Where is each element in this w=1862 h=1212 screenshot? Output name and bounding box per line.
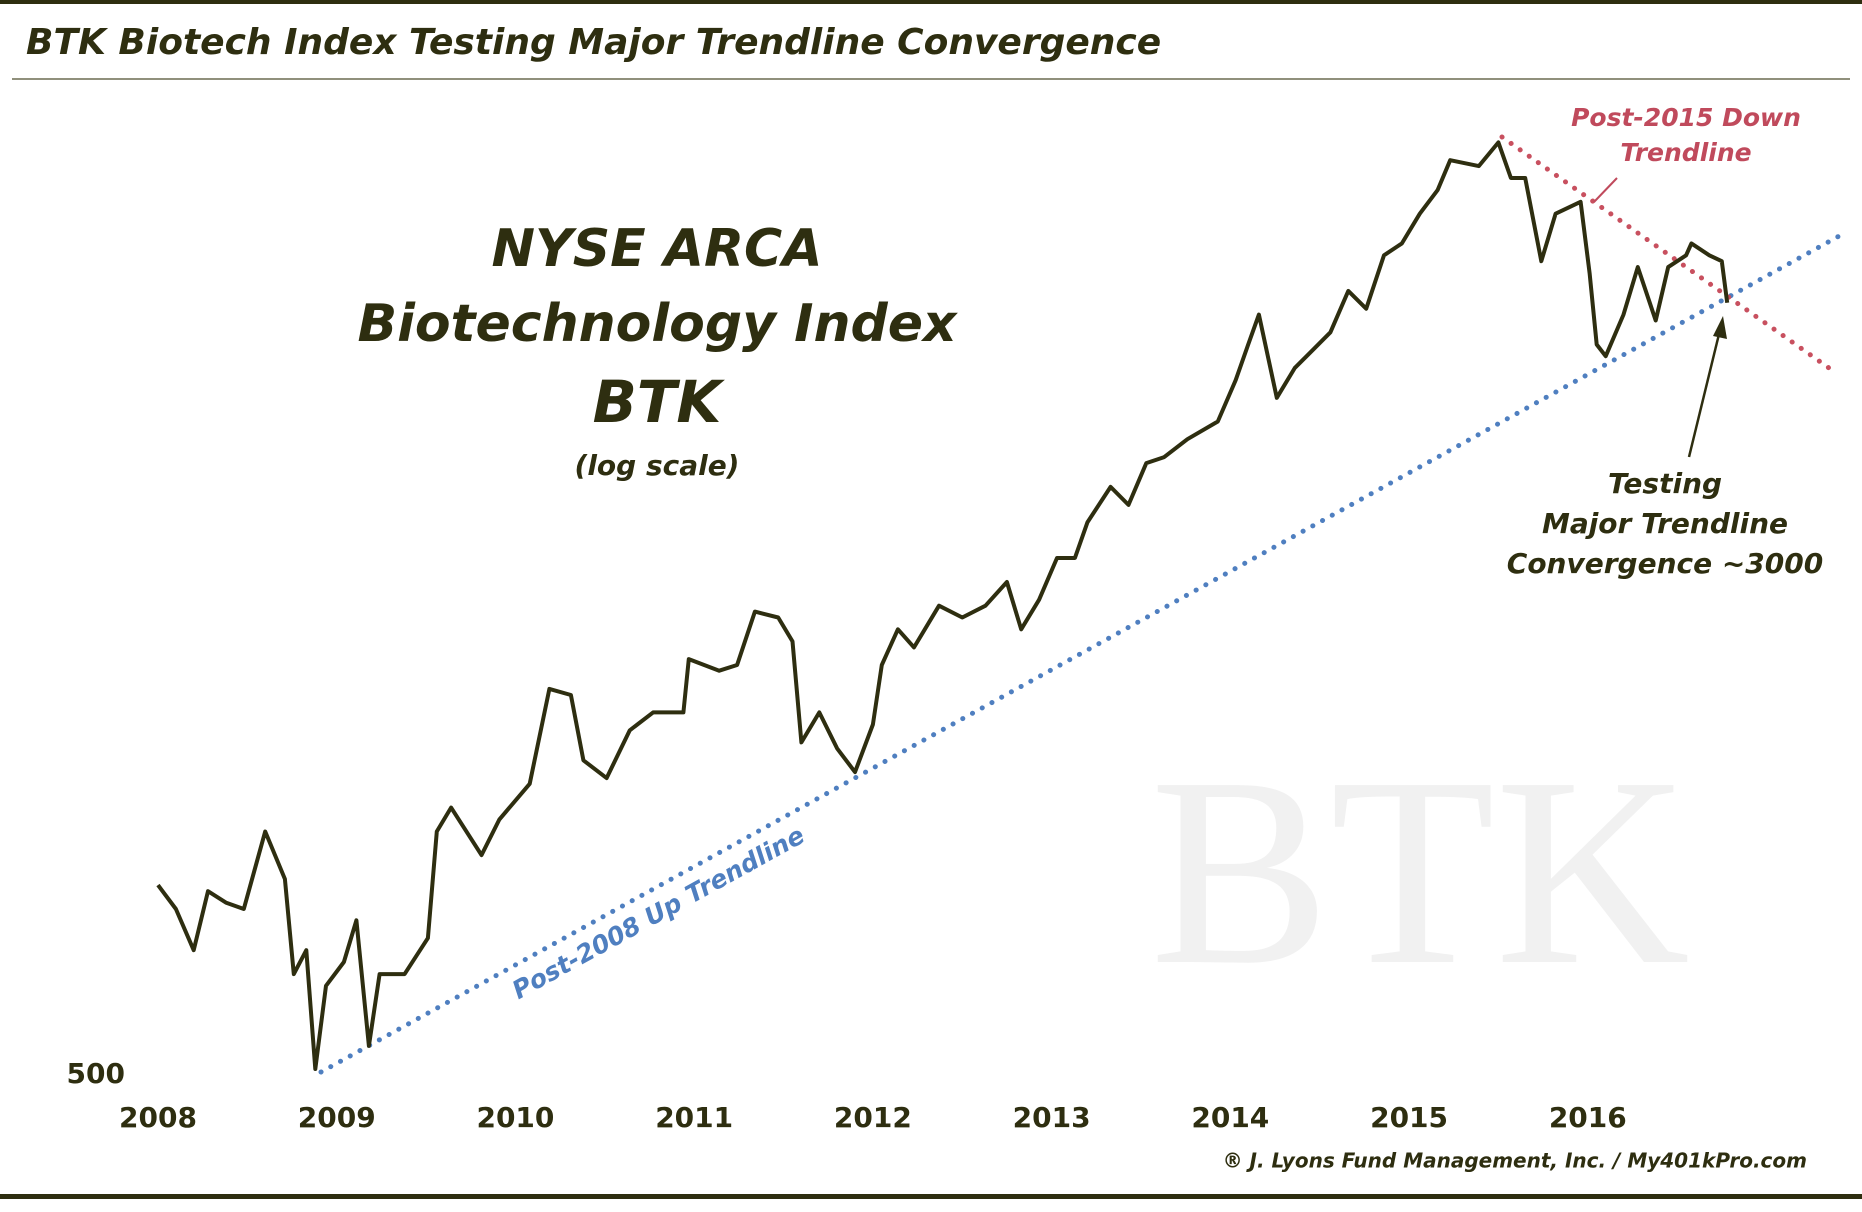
subtitle-line: NYSE ARCA bbox=[492, 219, 823, 279]
up-trendline-label: Post-2008 Up Trendline bbox=[507, 820, 809, 1004]
x-tick-label: 2015 bbox=[1370, 1101, 1448, 1134]
down-pointer bbox=[1593, 177, 1618, 203]
x-tick-label: 2009 bbox=[298, 1101, 376, 1134]
scale-note: (log scale) bbox=[575, 449, 740, 482]
testing-label: Convergence ~3000 bbox=[1507, 547, 1823, 580]
chart-title: BTK Biotech Index Testing Major Trendlin… bbox=[26, 22, 1161, 63]
down-trendline-label: Trendline bbox=[1620, 138, 1751, 167]
up-trendline bbox=[318, 232, 1844, 1075]
down-trendline-label: Post-2015 Down bbox=[1571, 103, 1801, 132]
x-tick-label: 2014 bbox=[1191, 1101, 1269, 1134]
credit: ® J. Lyons Fund Management, Inc. / My401… bbox=[1223, 1149, 1807, 1173]
x-tick-label: 2008 bbox=[119, 1101, 197, 1134]
x-tick-label: 2016 bbox=[1549, 1101, 1627, 1134]
subtitle-line: BTK bbox=[593, 368, 726, 436]
x-tick-label: 2012 bbox=[834, 1101, 912, 1134]
down-trendline bbox=[1499, 134, 1832, 371]
subtitle-line: Biotechnology Index bbox=[357, 294, 958, 354]
arrow-shaft bbox=[1687, 329, 1722, 458]
price-line bbox=[156, 140, 1730, 1071]
top-border bbox=[0, 0, 1862, 4]
x-tick-label: 2010 bbox=[476, 1101, 554, 1134]
testing-label: Major Trendline bbox=[1542, 507, 1788, 540]
y-tick-label: 500 bbox=[67, 1057, 125, 1090]
x-tick-label: 2011 bbox=[655, 1101, 733, 1134]
arrow-head bbox=[1713, 316, 1727, 339]
x-tick-label: 2013 bbox=[1013, 1101, 1091, 1134]
testing-label: Testing bbox=[1608, 467, 1722, 500]
watermark: BTK bbox=[1150, 722, 1690, 1021]
bottom-border bbox=[0, 1194, 1862, 1199]
